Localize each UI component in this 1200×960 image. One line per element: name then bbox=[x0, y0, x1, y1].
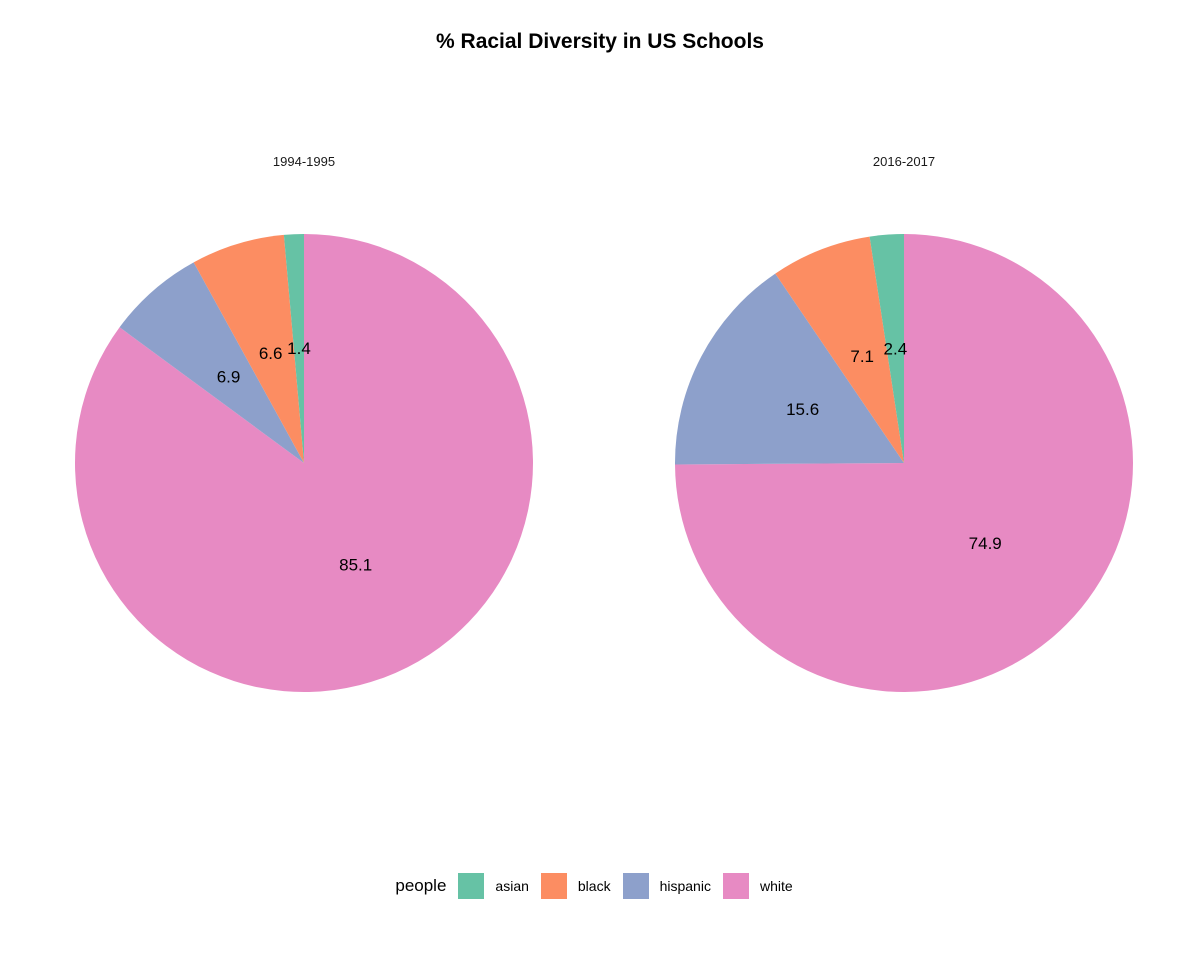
slice-label-asian: 2.4 bbox=[884, 339, 908, 358]
legend-key-black bbox=[540, 873, 567, 899]
pie-2016-2017 bbox=[675, 234, 1133, 693]
legend-item-asian: asian bbox=[458, 873, 529, 899]
legend-key-asian bbox=[458, 873, 485, 899]
slice-asian bbox=[283, 234, 304, 463]
legend-item-white: white bbox=[722, 873, 793, 899]
pie-labels-2016-2017: 74.9 15.6 7.1 2.4 bbox=[786, 339, 1002, 553]
legend-item-black: black bbox=[540, 873, 611, 899]
slice-label-asian: 1.4 bbox=[287, 339, 311, 358]
facet-label-2016-2017: 2016-2017 bbox=[872, 154, 936, 169]
slice-white bbox=[75, 234, 533, 692]
legend-label-asian: asian bbox=[495, 878, 529, 894]
slice-asian bbox=[869, 234, 904, 463]
legend-key-hispanic bbox=[622, 873, 649, 899]
slice-hispanic bbox=[119, 262, 304, 463]
legend-label-black: black bbox=[577, 878, 611, 894]
slice-label-white: 74.9 bbox=[969, 534, 1002, 553]
legend: people asian black hispanic white bbox=[0, 873, 1200, 899]
slice-black bbox=[193, 234, 304, 463]
slice-label-white: 85.1 bbox=[339, 556, 372, 575]
slice-label-hispanic: 6.9 bbox=[217, 367, 241, 386]
pie-1994-1995 bbox=[75, 234, 533, 692]
slice-label-black: 6.6 bbox=[259, 344, 283, 363]
facet-label-1994-1995: 1994-1995 bbox=[272, 154, 336, 169]
pie-labels-1994-1995: 85.1 6.9 6.6 1.4 bbox=[217, 339, 372, 575]
legend-key-white bbox=[722, 873, 749, 899]
chart-title: % Racial Diversity in US Schools bbox=[436, 30, 764, 53]
slice-white bbox=[675, 234, 1133, 693]
slice-black bbox=[775, 236, 904, 463]
slice-label-hispanic: 15.6 bbox=[786, 400, 819, 419]
legend-title: people bbox=[395, 876, 447, 895]
slice-hispanic bbox=[675, 273, 904, 465]
legend-label-hispanic: hispanic bbox=[659, 878, 711, 894]
slice-label-black: 7.1 bbox=[850, 347, 874, 366]
legend-item-hispanic: hispanic bbox=[622, 873, 711, 899]
legend-label-white: white bbox=[759, 878, 793, 894]
